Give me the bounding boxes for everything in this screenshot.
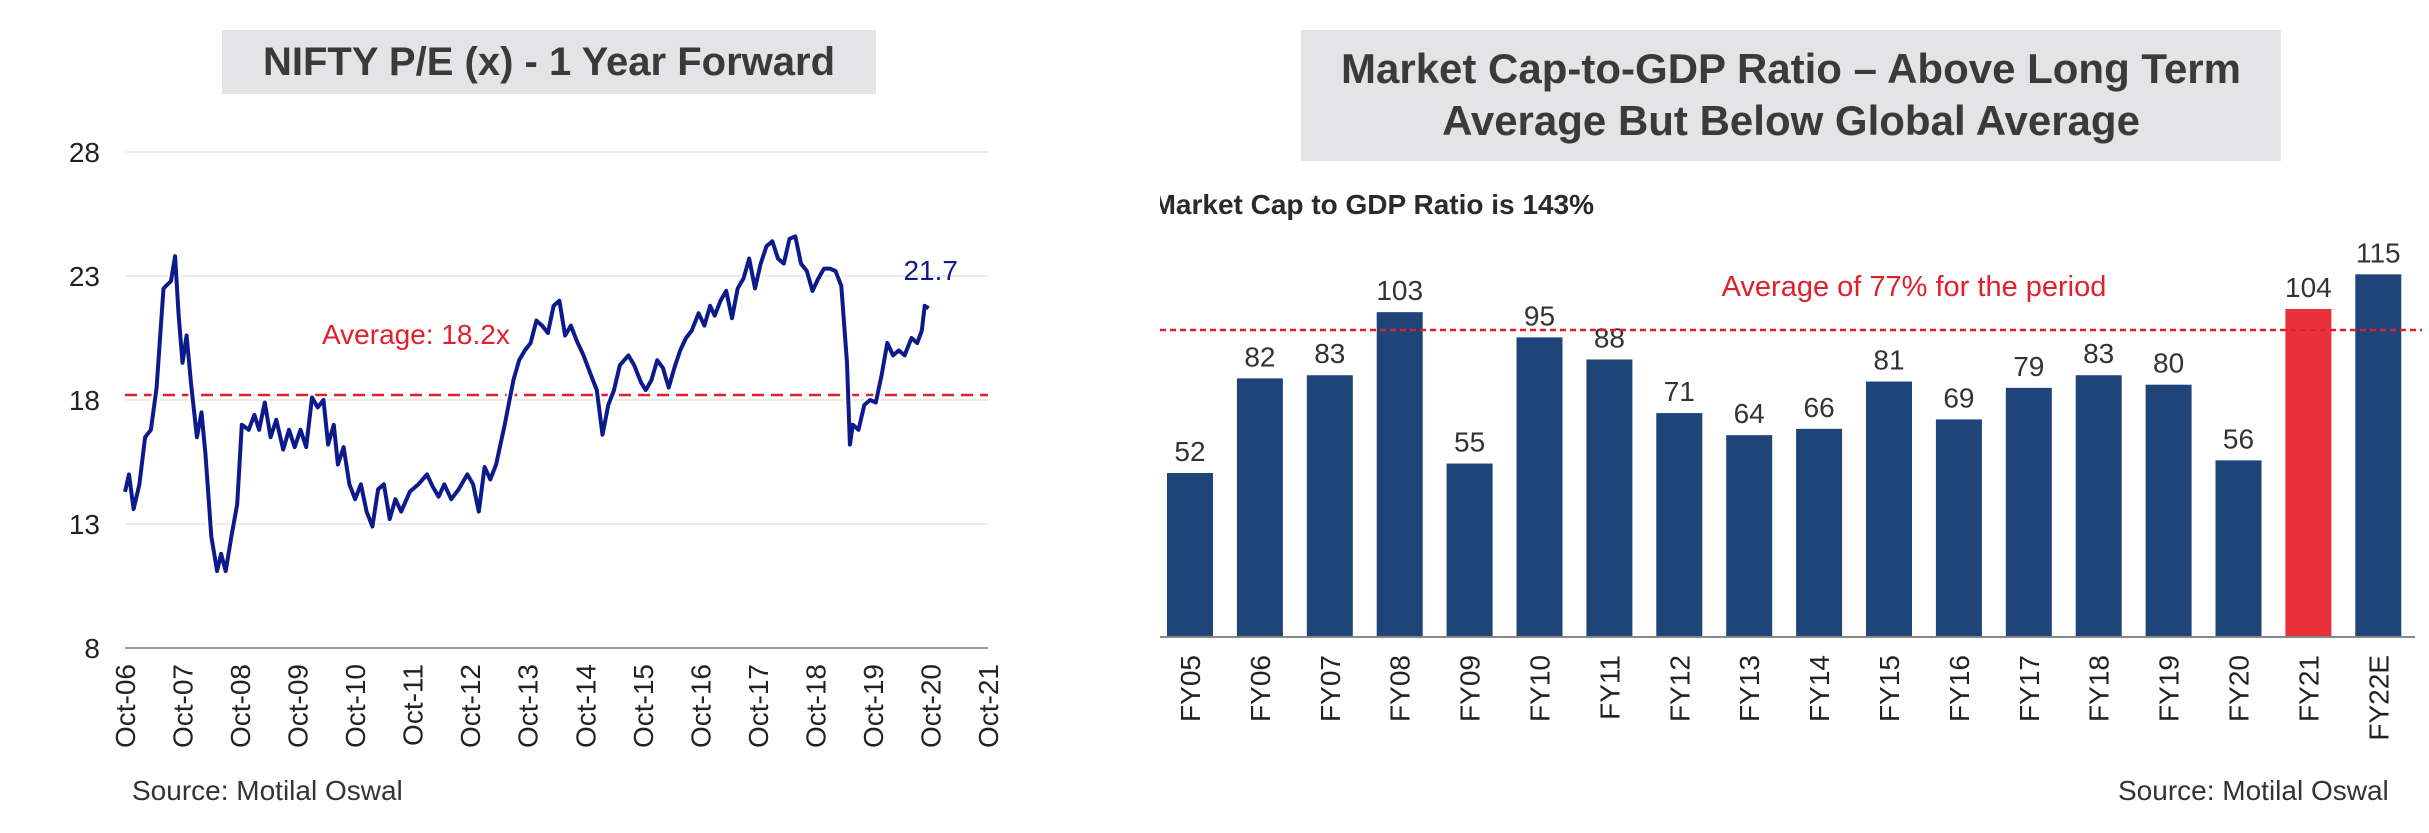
- mcap-chart-source: Source: Motilal Oswal: [2118, 775, 2389, 806]
- x-category-label: FY15: [1874, 655, 1905, 722]
- x-tick-label: Oct-15: [628, 664, 659, 748]
- x-tick-label: Oct-19: [858, 664, 889, 748]
- x-category-label: FY13: [1734, 655, 1765, 722]
- bar: [1306, 375, 1353, 637]
- x-tick-label: Oct-20: [915, 664, 946, 748]
- mcap-subtitle: World Market Cap to GDP Ratio is 143%: [1160, 189, 1594, 220]
- bar: [2285, 309, 2332, 637]
- bar: [1516, 337, 1563, 637]
- bar: [1866, 381, 1912, 637]
- bar: [2145, 384, 2192, 637]
- bar-value-label: 82: [1244, 341, 1275, 372]
- y-tick-label: 28: [69, 137, 100, 168]
- bar-value-label: 103: [1376, 275, 1423, 306]
- pe-series-line: [123, 234, 930, 574]
- x-category-label: FY14: [1804, 655, 1835, 722]
- pe-line-halo: [121, 232, 931, 576]
- average-label: Average: 18.2x: [322, 319, 510, 350]
- x-category-label: FY21: [2293, 655, 2324, 722]
- bar-value-label: 81: [1873, 345, 1904, 376]
- x-tick-label: Oct-17: [743, 664, 774, 748]
- bar-value-label: 80: [2153, 348, 2184, 379]
- average-label: Average of 77% for the period: [1722, 271, 2107, 303]
- last-value-label: 21.7: [903, 255, 958, 286]
- bar-value-label: 95: [1524, 300, 1555, 331]
- bar-value-label: 83: [2083, 338, 2114, 369]
- y-tick-label: 8: [84, 633, 100, 664]
- x-category-label: FY12: [1664, 655, 1695, 722]
- x-category-label: FY06: [1245, 655, 1276, 722]
- bar-value-label: 52: [1174, 436, 1205, 467]
- pe-chart: 8 13 18 23 28 Oct-06 Oct-07 Oct-08 Oct-09 Oct-10 O…: [69, 137, 1004, 748]
- x-category-label: FY10: [1525, 655, 1556, 722]
- bar: [1167, 473, 1213, 637]
- x-category-label: FY11: [1594, 655, 1625, 720]
- bar-value-label: 104: [2285, 272, 2332, 303]
- x-category-label: FY19: [2154, 655, 2185, 722]
- x-category-label: FY16: [1944, 655, 1975, 722]
- x-tick-label: Oct-10: [340, 664, 371, 748]
- x-tick-label: Oct-11: [398, 664, 429, 746]
- x-tick-label: Oct-08: [225, 664, 256, 748]
- bar: [2355, 274, 2402, 637]
- x-tick-label: Oct-14: [570, 664, 601, 748]
- x-tick-label: Oct-18: [800, 664, 831, 748]
- mcap-chart-title: Market Cap-to-GDP Ratio – Above Long Ter…: [1301, 30, 2281, 161]
- y-tick-label: 23: [69, 261, 100, 292]
- x-tick-label: Oct-07: [168, 664, 199, 748]
- x-category-label: FY05: [1175, 655, 1206, 722]
- bar: [1726, 435, 1773, 637]
- bar-value-label: 55: [1454, 427, 1485, 458]
- x-tick-label: Oct-21: [973, 664, 1004, 748]
- bar-value-label: 56: [2223, 423, 2254, 454]
- x-category-label: FY18: [2084, 655, 2115, 722]
- x-tick-label: Oct-12: [455, 664, 486, 748]
- x-tick-label: Oct-16: [685, 664, 716, 748]
- bar-value-label: 71: [1664, 376, 1695, 407]
- y-tick-label: 13: [69, 509, 100, 540]
- pe-chart-title: NIFTY P/E (x) - 1 Year Forward: [222, 30, 876, 94]
- mcap-title-line-1: Market Cap-to-GDP Ratio – Above Long Ter…: [1341, 45, 2241, 92]
- bar-value-label: 115: [2356, 237, 2401, 268]
- bar-value-label: 88: [1594, 322, 1625, 353]
- bar: [1376, 312, 1423, 637]
- bar: [1446, 463, 1493, 637]
- bar: [1656, 413, 1703, 637]
- y-tick-label: 18: [69, 385, 100, 416]
- bar: [1935, 419, 1982, 637]
- bar: [1236, 378, 1283, 637]
- bar-value-label: 64: [1734, 398, 1765, 429]
- x-tick-label: Oct-13: [513, 664, 544, 748]
- bar-value-label: 83: [1314, 338, 1345, 369]
- x-category-label: FY17: [2014, 655, 2045, 722]
- mcap-title-line-2: Average But Below Global Average: [1442, 97, 2140, 144]
- x-tick-label: Oct-09: [283, 664, 314, 748]
- bar-value-label: 69: [1943, 382, 1974, 413]
- pe-chart-source: Source: Motilal Oswal: [132, 775, 403, 806]
- x-category-label: FY22E: [2363, 655, 2394, 741]
- x-category-label: FY20: [2224, 655, 2255, 722]
- x-tick-label: Oct-06: [110, 664, 141, 748]
- bar: [2075, 375, 2122, 637]
- bar: [2215, 460, 2262, 637]
- bar-value-label: 66: [1804, 392, 1835, 423]
- bar: [2005, 387, 2052, 637]
- bar: [1796, 428, 1843, 637]
- mcap-chart: World Market Cap to GDP Ratio is 143% 52 F…: [1160, 189, 2422, 741]
- x-category-label: FY08: [1385, 655, 1416, 722]
- bar: [1586, 359, 1633, 637]
- bar-value-label: 79: [2013, 351, 2044, 382]
- x-category-label: FY07: [1315, 655, 1346, 722]
- x-category-label: FY09: [1455, 655, 1486, 722]
